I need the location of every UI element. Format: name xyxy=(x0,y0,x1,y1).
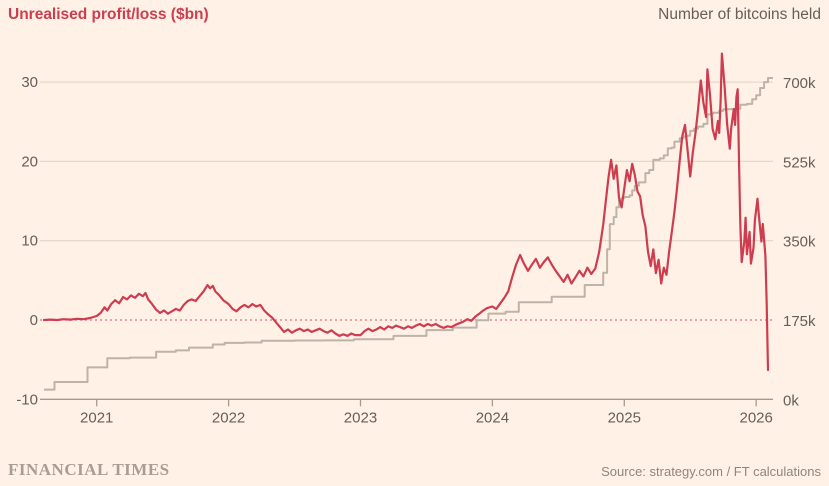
left-axis-tick-label: -10 xyxy=(16,391,38,408)
right-axis-tick-label: 700k xyxy=(783,75,816,92)
right-axis-tick-label: 0k xyxy=(783,392,799,409)
x-axis-tick-label: 2026 xyxy=(739,409,772,426)
x-axis-tick-label: 2025 xyxy=(608,409,641,426)
left-axis-tick-label: 10 xyxy=(21,233,38,250)
right-axis-tick-label: 350k xyxy=(783,234,816,251)
left-axis-tick-label: 20 xyxy=(21,153,38,170)
profit-loss-line xyxy=(42,52,770,372)
right-axis-title: Number of bitcoins held xyxy=(658,6,821,23)
x-axis-tick-label: 2022 xyxy=(212,409,245,426)
source-note: Source: strategy.com / FT calculations xyxy=(601,464,821,479)
right-axis-tick-label: 175k xyxy=(783,313,816,330)
x-axis-tick-label: 2024 xyxy=(476,409,509,426)
ft-wordmark: FINANCIAL TIMES xyxy=(8,460,170,479)
left-axis-title: Unrealised profit/loss ($bn) xyxy=(8,6,209,23)
left-axis-tick-label: 30 xyxy=(21,74,38,91)
x-axis-tick-label: 2023 xyxy=(344,409,377,426)
x-axis-tick-label: 2021 xyxy=(80,409,113,426)
right-axis-tick-label: 525k xyxy=(783,154,816,171)
left-axis-tick-label: 0 xyxy=(30,312,38,329)
bitcoins-held-line xyxy=(44,77,773,391)
